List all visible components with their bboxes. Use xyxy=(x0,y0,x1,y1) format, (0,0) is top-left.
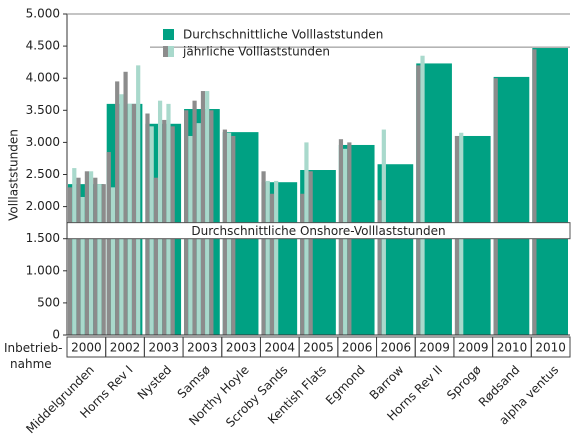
legend-swatch xyxy=(168,46,174,57)
yearly-bar xyxy=(80,196,85,335)
row-label-line: Inbetrieb- xyxy=(4,341,62,355)
y-tick-label: 1.500 xyxy=(26,231,60,245)
y-tick-label: 4.500 xyxy=(26,39,60,53)
yearly-bar xyxy=(200,91,206,335)
y-tick-label: 1.000 xyxy=(26,263,60,277)
x-tick-label: Nysted xyxy=(135,363,175,403)
yearly-bar xyxy=(153,177,158,335)
yearly-bar xyxy=(123,71,128,335)
yearly-bar xyxy=(205,91,210,335)
yearly-bar xyxy=(269,193,275,335)
y-tick-label: 0 xyxy=(52,328,60,342)
yearly-bar xyxy=(93,177,98,335)
year-label: 2003 xyxy=(226,341,257,355)
year-label: 2000 xyxy=(71,341,102,355)
y-tick-label: 2.500 xyxy=(26,167,60,181)
yearly-bar xyxy=(493,78,498,335)
year-label: 2005 xyxy=(303,341,334,355)
row-label-line: nahme xyxy=(10,357,52,371)
year-label: 2003 xyxy=(187,341,218,355)
yearly-bar xyxy=(131,103,137,335)
yearly-bar xyxy=(261,171,266,335)
x-tick-label: Middelgrunden xyxy=(23,363,97,437)
year-label: 2002 xyxy=(110,341,141,355)
y-tick-label: 4.000 xyxy=(26,71,60,85)
y-tick-label: 2.000 xyxy=(26,199,60,213)
yearly-bar xyxy=(416,65,421,336)
yearly-bar xyxy=(119,94,124,335)
yearly-bar xyxy=(157,100,163,335)
y-tick-label: 500 xyxy=(37,295,60,309)
yearly-bar xyxy=(127,103,132,335)
y-tick-label: 3.500 xyxy=(26,103,60,117)
bar xyxy=(493,76,530,335)
year-label: 2003 xyxy=(148,341,179,355)
yearly-bar xyxy=(343,148,348,335)
yearly-bar xyxy=(265,180,270,335)
year-cell xyxy=(530,336,571,358)
yearly-bar xyxy=(166,103,171,335)
yearly-bar xyxy=(106,152,111,335)
year-label: 2004 xyxy=(265,341,296,355)
x-tick-label: Egmond xyxy=(323,363,368,408)
band-label: Durchschnittliche Onshore-Volllaststunde… xyxy=(191,224,445,238)
yearly-bar xyxy=(72,168,77,335)
y-tick-label: 3.000 xyxy=(26,135,60,149)
year-label: 2006 xyxy=(381,341,412,355)
yearly-bar xyxy=(110,187,116,335)
row-label: Inbetrieb-nahme xyxy=(4,341,62,371)
legend-swatch xyxy=(163,29,174,40)
yearly-bar xyxy=(101,184,106,335)
year-label: 2009 xyxy=(458,341,489,355)
year-label: 2010 xyxy=(535,341,566,355)
legend-label: jährliche Volllaststunden xyxy=(182,45,330,59)
yearly-bar xyxy=(136,65,141,336)
yearly-bar xyxy=(68,187,73,335)
year-label: 2009 xyxy=(419,341,450,355)
yearly-bar xyxy=(97,184,102,335)
legend-label: Durchschnittliche Volllaststunden xyxy=(183,28,383,42)
legend-swatch xyxy=(163,46,168,57)
year-label: 2006 xyxy=(342,341,373,355)
yearly-bar xyxy=(377,200,382,335)
yearly-bar xyxy=(420,55,425,335)
x-tick-label: Samsø xyxy=(175,363,213,401)
y-tick-label: 5.000 xyxy=(26,7,60,21)
y-axis-label: Volllaststunden xyxy=(7,129,21,221)
yearly-bar xyxy=(274,180,279,335)
yearly-bar xyxy=(532,49,537,336)
year-label: 2010 xyxy=(497,341,528,355)
yearly-bar xyxy=(308,171,313,335)
yearly-bar xyxy=(76,177,81,335)
yearly-bar xyxy=(115,81,120,335)
yearly-bar xyxy=(84,171,89,335)
yearly-bar xyxy=(89,171,94,335)
bar xyxy=(532,48,568,335)
yearly-bar xyxy=(300,193,305,335)
yearly-bar xyxy=(192,100,197,335)
